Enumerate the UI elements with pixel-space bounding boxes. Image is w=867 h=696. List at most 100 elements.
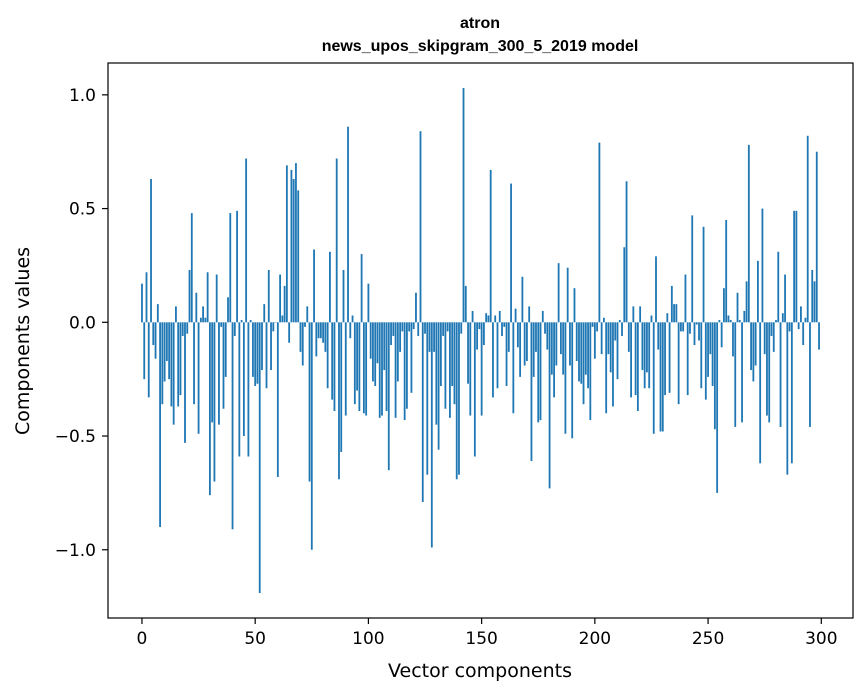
x-tick-label: 100: [352, 629, 384, 649]
bar-component-239: [682, 322, 685, 332]
bar-component-92: [349, 322, 352, 339]
bar-component-7: [156, 304, 159, 323]
bar-component-36: [222, 322, 225, 409]
bar-component-216: [630, 322, 632, 398]
bar-component-290: [797, 322, 800, 330]
bar-component-76: [313, 249, 315, 323]
bar-component-149: [478, 322, 481, 330]
bar-component-108: [385, 322, 388, 412]
bar-component-223: [646, 322, 648, 373]
bar-component-224: [648, 322, 651, 389]
bar-component-183: [555, 322, 558, 366]
bar-component-182: [553, 322, 555, 398]
bar-component-123: [419, 131, 422, 323]
bar-component-234: [670, 285, 673, 323]
bar-component-284: [784, 274, 786, 323]
bar-component-9: [161, 322, 164, 405]
bar-component-138: [453, 322, 456, 405]
bar-component-233: [668, 322, 671, 393]
bar-component-202: [598, 142, 601, 323]
bar-component-69: [297, 190, 300, 323]
bar-component-49: [252, 322, 254, 377]
bar-component-186: [562, 322, 565, 375]
bar-component-185: [559, 322, 562, 355]
bar-component-23: [193, 322, 195, 405]
bar-component-236: [675, 304, 678, 323]
bar-component-110: [390, 322, 392, 346]
bar-component-230: [661, 322, 664, 432]
bar-component-2: [145, 272, 148, 323]
bar-component-208: [612, 322, 614, 407]
bar-component-132: [439, 322, 442, 386]
bar-component-251: [709, 322, 712, 355]
bar-component-222: [643, 322, 646, 389]
bar-component-173: [532, 322, 535, 377]
x-axis-label: Vector components: [388, 660, 572, 682]
bar-component-151: [482, 322, 485, 346]
bar-component-273: [759, 322, 762, 464]
x-tick-label: 50: [244, 629, 266, 649]
bar-component-128: [430, 322, 433, 548]
bar-component-267: [745, 281, 748, 323]
bar-component-120: [412, 322, 415, 330]
bar-component-8: [159, 322, 161, 528]
bar-component-201: [596, 322, 599, 332]
bar-component-246: [698, 322, 700, 341]
bar-component-217: [632, 306, 635, 323]
bar-component-259: [727, 315, 730, 323]
x-tick-label: 200: [579, 629, 611, 649]
bar-component-113: [396, 322, 399, 382]
bar-component-43: [238, 322, 241, 457]
bar-component-298: [815, 151, 818, 323]
y-tick-label: 0.5: [69, 200, 96, 220]
bar-component-144: [467, 322, 469, 384]
bar-component-61: [279, 274, 281, 323]
bar-component-153: [487, 315, 490, 323]
bar-component-129: [433, 322, 435, 352]
bar-component-83: [329, 251, 331, 323]
bar-component-221: [641, 322, 644, 371]
bar-component-257: [723, 288, 725, 323]
bar-component-133: [442, 322, 445, 336]
bar-component-212: [621, 322, 623, 336]
bars: [141, 88, 820, 593]
bar-component-40: [231, 322, 234, 530]
bar-component-99: [365, 322, 368, 416]
bar-component-64: [285, 165, 288, 323]
bar-component-26: [199, 317, 202, 323]
bar-component-54: [263, 304, 266, 323]
bar-component-215: [627, 322, 630, 352]
bar-component-31: [211, 322, 214, 423]
bar-component-68: [295, 163, 297, 323]
bar-component-190: [571, 322, 574, 439]
bar-component-237: [677, 322, 680, 405]
bar-component-25: [197, 322, 200, 434]
bar-component-97: [360, 254, 363, 323]
bar-component-33: [215, 274, 218, 323]
bar-component-262: [734, 322, 737, 427]
bar-component-179: [546, 322, 549, 350]
bar-component-252: [711, 322, 714, 386]
bar-component-169: [523, 322, 526, 366]
bar-component-159: [501, 322, 503, 336]
bar-component-78: [317, 322, 320, 339]
bar-component-12: [168, 322, 171, 380]
bar-component-86: [335, 158, 338, 323]
bar-component-27: [202, 306, 205, 323]
bar-component-116: [403, 322, 406, 421]
bar-component-19: [184, 322, 186, 443]
bar-component-72: [304, 322, 306, 327]
y-tick-label: −1.0: [55, 541, 96, 561]
bar-component-220: [639, 306, 642, 323]
bar-component-187: [564, 322, 567, 434]
bar-component-219: [636, 322, 639, 412]
bar-component-275: [763, 322, 766, 355]
bar-component-166: [516, 322, 519, 348]
bar-component-95: [356, 322, 358, 391]
bar-component-281: [777, 251, 780, 323]
chart-title-line-1: atron: [460, 15, 500, 32]
bar-component-55: [265, 322, 268, 389]
bar-component-45: [242, 322, 245, 437]
bar-component-135: [446, 322, 449, 332]
bar-component-32: [213, 322, 216, 482]
